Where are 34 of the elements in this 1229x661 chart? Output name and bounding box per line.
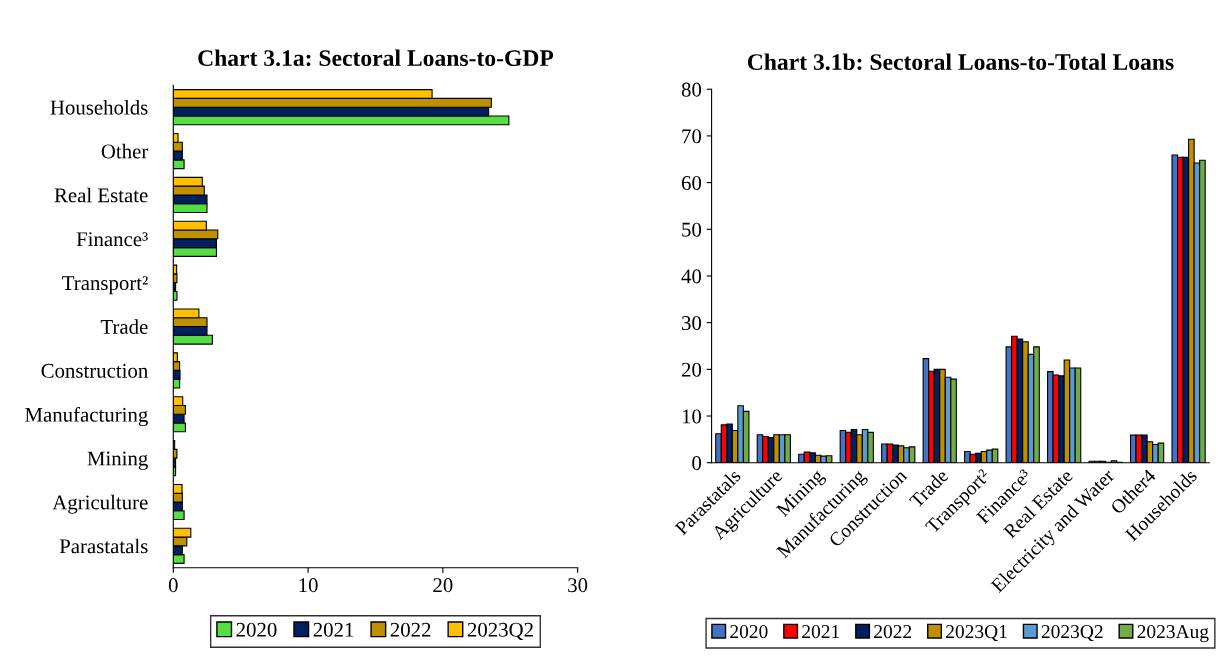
legend-label: 2022 [874,625,912,639]
y-tick-label: 20 [681,362,702,377]
y-tick-label: 0 [692,456,702,471]
y-tick-label: Trade [100,319,148,334]
legend-label: 2021 [313,622,354,637]
y-tick-label: 70 [682,129,702,144]
legend-label: 2023Q2 [1041,625,1103,642]
y-tick-label: Other [101,143,149,159]
legend-label: 2023Aug [1137,625,1209,643]
legend-label: 2022 [390,622,431,637]
y-tick-label: Mining [87,451,148,470]
legend-label: 2021 [802,625,840,639]
legend-label: 2020 [730,625,768,639]
y-tick-label: Manufacturing [25,406,148,427]
y-tick-label: Finance³ [76,232,148,247]
x-tick-label: 30 [568,578,588,593]
x-tick-label: 10 [299,578,318,593]
x-tick-label: 20 [433,578,453,593]
y-tick-label: 40 [681,269,702,284]
y-tick-label: Construction [41,363,148,378]
y-tick-label: 30 [682,316,702,331]
y-tick-label: 60 [681,175,702,191]
chart-title: Chart 3.1a: Sectoral Loans-to-GDP [198,49,554,67]
legend-label: 2023Q1 [946,625,1007,642]
legend-label: 2023Q2 [467,622,533,640]
y-tick-label: Real Estate [54,187,148,203]
legend-label: 2020 [236,622,277,637]
y-tick-label: 10 [682,409,702,424]
y-tick-label: 50 [682,222,702,237]
x-tick-label: 0 [168,578,178,593]
chart-title: Chart 3.1b: Sectoral Loans-to-Total Loans [747,53,1174,71]
y-tick-label: Transport² [62,276,148,295]
y-tick-label: Households [50,99,148,115]
y-tick-label: 80 [681,82,702,97]
